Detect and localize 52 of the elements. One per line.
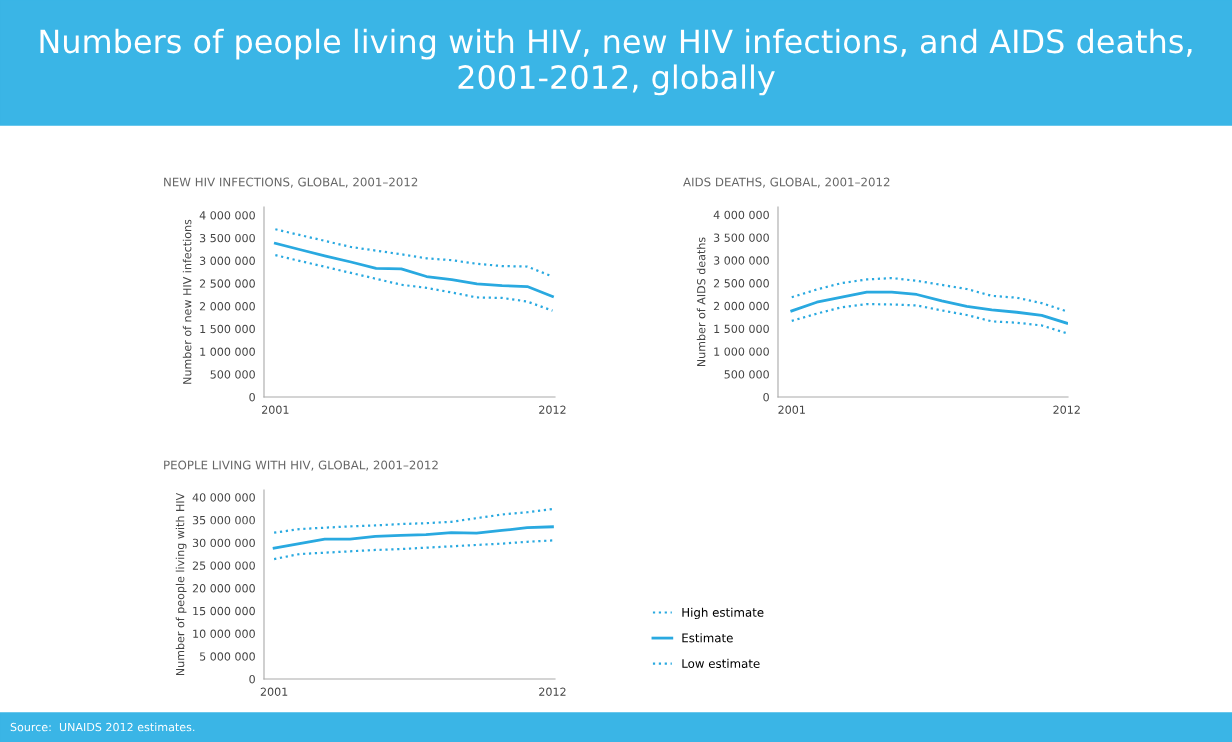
x-tick-label: 2012: [1053, 405, 1080, 414]
y-tick-label: 25 000 000: [192, 561, 255, 570]
line-series: [790, 276, 1068, 313]
y-tick-label: 10 000 000: [193, 629, 255, 638]
y-tick-label: 3 500 000: [713, 233, 769, 242]
y-tick-label: 3 000 000: [713, 256, 769, 265]
y-tick-label: 2 500 000: [199, 279, 255, 288]
line-series: [790, 290, 1068, 325]
y-tick-label: 30 000 000: [192, 538, 255, 548]
x-tick-label: 2012: [539, 405, 566, 414]
y-tick-label: 1 000 000: [714, 347, 769, 356]
y-tick-label: 2 000 000: [199, 302, 255, 311]
y-tick-label: 0: [763, 392, 769, 402]
y-tick-label: 1 500 000: [200, 324, 255, 334]
y-tick-label: 4 000 000: [713, 210, 769, 220]
line-series: [272, 525, 554, 550]
line-series: [273, 241, 554, 298]
y-tick-label: 0: [249, 392, 255, 402]
y-tick-label: 500 000: [724, 370, 769, 379]
x-tick-label: 2001: [262, 405, 289, 414]
y-axis-title: Number of new HIV infections: [182, 219, 192, 384]
y-tick-label: 1 500 000: [714, 324, 769, 334]
chart-title: PEOPLE LIVING WITH HIV, GLOBAL, 2001–2012: [164, 460, 438, 471]
x-tick-label: 2001: [260, 687, 288, 696]
y-tick-label: 2 500 000: [713, 279, 769, 288]
y-tick-label: 5 000 000: [199, 652, 255, 661]
chart-title: NEW HIV INFECTIONS, GLOBAL, 2001–2012: [164, 177, 418, 188]
legend-label: Estimate: [682, 633, 733, 643]
y-axis-title: Number of AIDS deaths: [696, 237, 706, 367]
y-tick-label: 4 000 000: [199, 211, 255, 220]
line-series: [274, 254, 554, 312]
y-tick-label: 1 000 000: [200, 347, 255, 356]
text: Numbers of people living with HIV, new HIV infections, and AIDS deaths, 2001-2012, globally: [40, 28, 1192, 96]
y-tick-label: 500 000: [210, 370, 255, 379]
x-tick-label: 2001: [778, 405, 805, 414]
line-series: [273, 539, 554, 561]
source-note: Source: UNAIDS 2012 estimates.: [10, 722, 195, 732]
x-tick-label: 2012: [539, 687, 566, 696]
legend-label: High estimate: [682, 607, 764, 620]
y-tick-label: 0: [249, 674, 255, 684]
y-tick-label: 15 000 000: [193, 606, 255, 616]
chart-title: AIDS DEATHS, GLOBAL, 2001–2012: [683, 177, 890, 188]
y-tick-label: 3 000 000: [199, 256, 255, 266]
line-series: [790, 302, 1068, 335]
y-tick-label: 2 000 000: [713, 301, 769, 311]
y-tick-label: 35 000 000: [192, 515, 255, 525]
y-tick-label: 40 000 000: [192, 493, 255, 502]
legend-label: Low estimate: [682, 658, 760, 668]
y-tick-label: 20 000 000: [192, 584, 255, 593]
y-tick-label: 3 500 000: [199, 233, 255, 243]
line-series: [273, 507, 554, 534]
y-axis-title: Number of people living with HIV: [175, 492, 187, 676]
